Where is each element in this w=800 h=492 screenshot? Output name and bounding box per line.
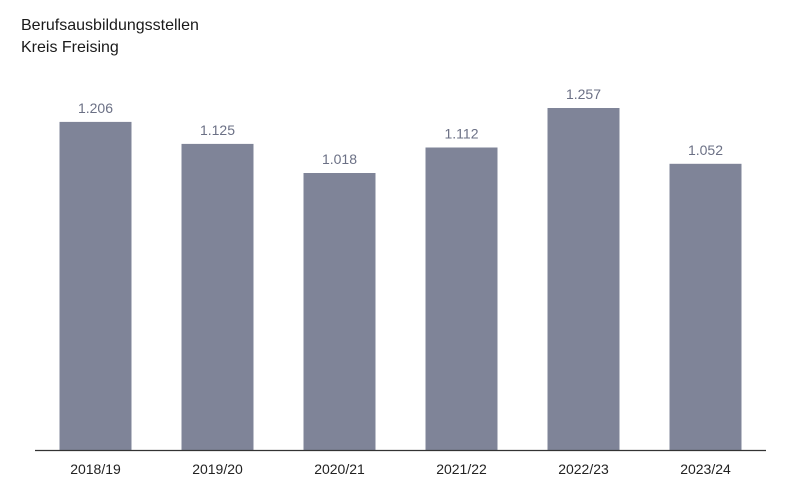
bar-2021/22 [425,147,498,450]
x-tick-labels-group: 2018/19 2019/20 2020/21 2021/22 2022/23 2023/… [70,461,731,477]
bar-2023/24 [669,163,742,451]
x-tick-label-2019/20: 2019/20 [192,461,243,477]
x-tick-label-2023/24: 2023/24 [680,461,731,477]
bar-2022/23 [547,108,620,450]
x-tick-label-2018/19: 2018/19 [70,461,121,477]
value-label-2022/23: 1.257 [566,86,601,102]
x-tick-label-2022/23: 2022/23 [558,461,609,477]
value-labels-group: 1.206 1.125 1.018 1.112 1.257 1.052 [78,86,723,167]
x-tick-label-2020/21: 2020/21 [314,461,365,477]
bars-group [59,108,742,451]
chart-title-block: Berufsausbildungsstellen Kreis Freising [21,15,199,59]
bar-2019/20 [181,143,254,450]
chart-subtitle: Kreis Freising [21,39,119,56]
value-label-2021/22: 1.112 [445,126,479,142]
value-label-2023/24: 1.052 [688,142,723,158]
value-label-2020/21: 1.018 [322,151,357,167]
value-label-2019/20: 1.125 [200,122,235,138]
value-label-2018/19: 1.206 [78,100,113,116]
chart-title: Berufsausbildungsstellen [21,17,199,34]
bar-2018/19 [59,121,132,451]
bar-2020/21 [303,173,376,450]
x-tick-label-2021/22: 2021/22 [436,461,487,477]
